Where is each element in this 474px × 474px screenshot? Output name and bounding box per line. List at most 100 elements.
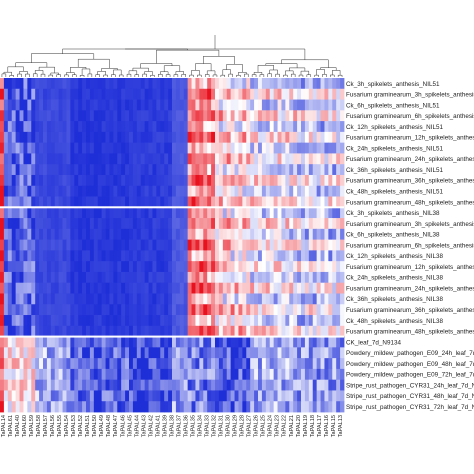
heatmap-cell xyxy=(297,164,302,176)
heatmap-cell xyxy=(246,99,251,111)
heatmap-cell xyxy=(140,358,146,370)
heatmap-cell xyxy=(148,142,153,154)
heatmap-cell xyxy=(78,282,83,294)
heatmap-cell xyxy=(19,336,24,348)
heatmap-cell xyxy=(304,174,310,187)
dendrogram-branch xyxy=(150,74,155,77)
heatmap-cell xyxy=(27,239,32,251)
heatmap-cell xyxy=(304,250,310,262)
heatmap-cell xyxy=(308,401,314,413)
row-label: Fusarium graminearum_36h_spikelets_anthe… xyxy=(346,178,474,185)
heatmap-cell xyxy=(113,239,118,251)
heatmap-cell xyxy=(54,390,60,402)
heatmap-cell xyxy=(301,261,306,273)
heatmap-cell xyxy=(3,271,9,284)
heatmap-cell xyxy=(183,304,189,316)
heatmap-cell xyxy=(129,282,134,294)
heatmap-cell xyxy=(289,368,294,381)
heatmap-cell xyxy=(15,368,20,381)
heatmap-cell xyxy=(78,293,83,305)
heatmap-cell xyxy=(86,164,91,176)
heatmap-cell xyxy=(3,250,9,262)
heatmap-cell xyxy=(78,347,83,359)
heatmap-cell xyxy=(195,239,200,251)
dendrogram-branch xyxy=(236,74,241,77)
heatmap-cell xyxy=(86,336,91,348)
heatmap-cell xyxy=(238,336,243,348)
heatmap-cell xyxy=(66,78,71,90)
heatmap-cell xyxy=(39,174,44,187)
heatmap-cell xyxy=(281,164,286,176)
heatmap-cell xyxy=(265,368,271,381)
heatmap-cell xyxy=(191,228,196,241)
heatmap-cell xyxy=(105,196,110,208)
heatmap-cell xyxy=(11,304,17,316)
heatmap-cell xyxy=(269,315,275,327)
heatmap-cell xyxy=(207,282,212,294)
heatmap-cell xyxy=(222,358,228,370)
heatmap-cell xyxy=(199,293,204,305)
heatmap-cell xyxy=(160,196,165,208)
heatmap-cell xyxy=(3,390,9,402)
heatmap-cell xyxy=(39,228,44,241)
heatmap-cell xyxy=(3,261,9,273)
heatmap-cell xyxy=(179,347,185,359)
heatmap-cell xyxy=(226,358,232,370)
heatmap-cell xyxy=(222,239,228,251)
heatmap-cell xyxy=(50,347,56,359)
heatmap-cell xyxy=(78,110,83,122)
heatmap-cell xyxy=(117,228,122,241)
heatmap-cell xyxy=(258,153,263,165)
heatmap-cell xyxy=(132,304,138,316)
heatmap-cell xyxy=(50,153,56,165)
heatmap-cell xyxy=(261,368,267,381)
heatmap-cell xyxy=(89,142,95,154)
heatmap-cell xyxy=(58,153,63,165)
heatmap-cell xyxy=(254,78,259,90)
heatmap-cell xyxy=(105,88,110,100)
heatmap-cell xyxy=(132,347,138,359)
heatmap-cell xyxy=(105,174,110,187)
heatmap-cell xyxy=(46,228,52,241)
heatmap-cell xyxy=(332,164,337,176)
dendrogram-branch xyxy=(267,73,272,77)
heatmap-cell xyxy=(0,174,5,187)
heatmap-cell xyxy=(62,358,67,370)
heatmap-cell xyxy=(320,250,325,262)
heatmap-cell xyxy=(82,347,87,359)
heatmap-cell xyxy=(301,347,306,359)
heatmap-cell xyxy=(11,250,17,262)
heatmap-cell xyxy=(297,99,302,111)
heatmap-cell xyxy=(89,261,95,273)
heatmap-cell xyxy=(70,164,75,176)
heatmap-cell xyxy=(320,153,325,165)
heatmap-cell xyxy=(238,121,243,133)
heatmap-cell xyxy=(43,293,48,305)
column-dendrogram xyxy=(1,35,343,77)
heatmap-cell xyxy=(258,293,263,305)
heatmap-cell xyxy=(175,228,181,241)
heatmap-cell xyxy=(285,131,290,144)
heatmap-cell xyxy=(218,218,224,230)
heatmap-cell xyxy=(203,282,208,294)
heatmap-cell xyxy=(70,121,75,133)
heatmap-cell xyxy=(258,164,263,176)
heatmap-cell xyxy=(152,293,157,305)
heatmap-cell xyxy=(304,131,310,144)
heatmap-cell xyxy=(289,325,294,337)
heatmap-cell xyxy=(46,239,52,251)
heatmap-cell xyxy=(89,228,95,241)
heatmap-cell xyxy=(191,293,196,305)
heatmap-cell xyxy=(11,325,17,337)
heatmap-cell xyxy=(254,153,259,165)
heatmap-cell xyxy=(82,164,87,176)
heatmap-cell xyxy=(234,185,239,197)
heatmap-cell xyxy=(316,78,321,90)
heatmap-cell xyxy=(3,315,9,327)
heatmap-cell xyxy=(168,164,173,176)
heatmap-cell xyxy=(160,304,165,316)
column-label: TaPAL36 xyxy=(183,415,189,437)
heatmap-cell xyxy=(62,390,67,402)
heatmap-cell xyxy=(187,121,192,133)
heatmap-cell xyxy=(293,336,298,348)
